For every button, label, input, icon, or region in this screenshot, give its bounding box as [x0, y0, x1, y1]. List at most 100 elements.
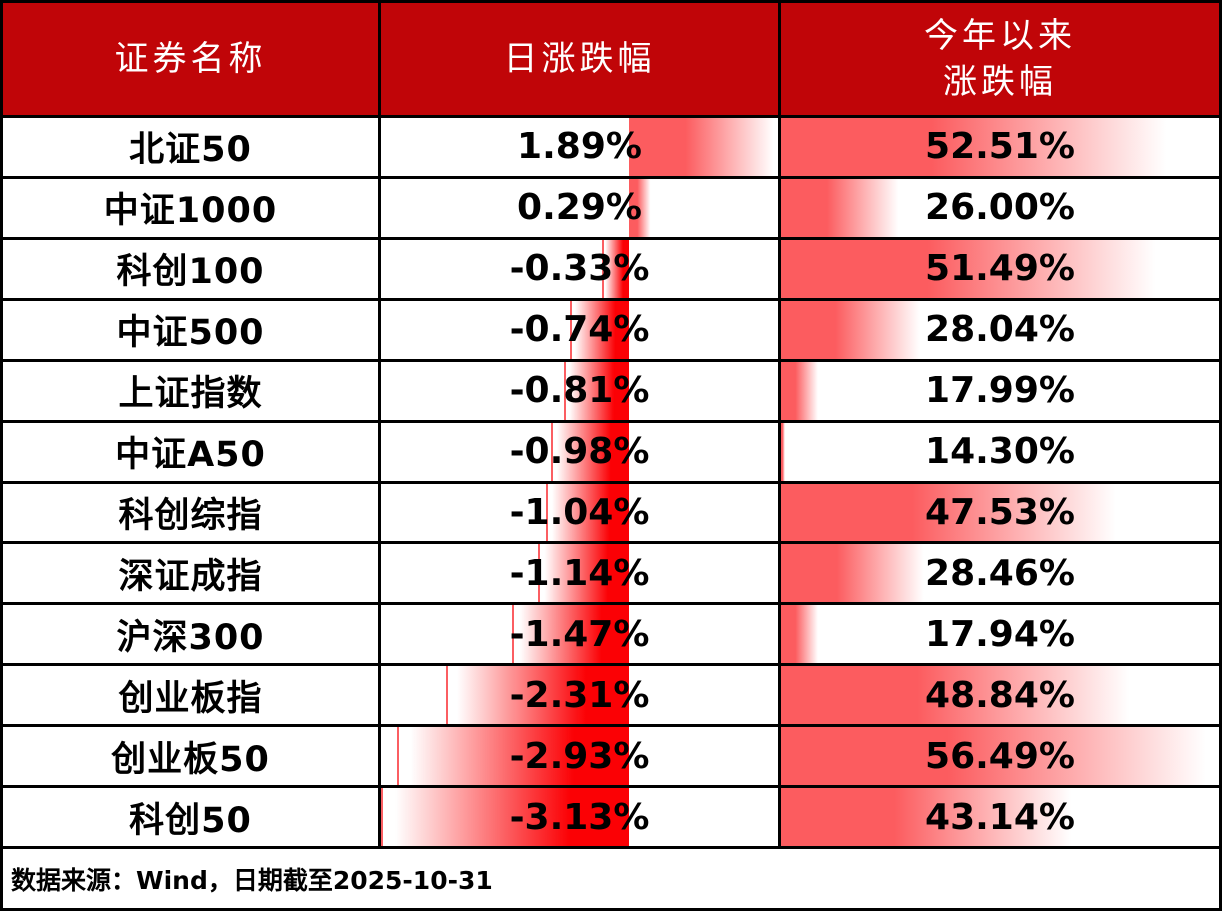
header-daily-change-label: 日涨跌幅: [503, 39, 656, 79]
ytd-change-cell: 17.99%: [778, 361, 1219, 420]
ytd-change-cell: 56.49%: [778, 727, 1219, 786]
ytd-change-bar: [781, 727, 1219, 786]
security-name: 深证成指: [118, 556, 263, 597]
security-name-cell: 中证500: [3, 301, 378, 359]
ytd-change-bar: [781, 118, 1178, 176]
security-name: 中证A50: [115, 435, 266, 476]
ytd-change-bar: [781, 178, 903, 237]
table-row: 中证A50 -0.98% 14.30%: [3, 419, 1219, 481]
ytd-change-bar: [781, 300, 924, 359]
daily-change-bar: [628, 118, 778, 176]
ytd-change-cell: 26.00%: [778, 178, 1219, 237]
header-ytd-change: 今年以来 涨跌幅: [778, 3, 1219, 115]
daily-change-cell: -0.74%: [378, 300, 778, 359]
header-ytd-change-label-line1: 今年以来: [924, 16, 1076, 56]
table-row: 深证成指 -1.14% 28.46%: [3, 541, 1219, 603]
ytd-change-bar: [781, 361, 820, 420]
table-row: 创业板50 -2.93% 56.49%: [3, 724, 1219, 786]
ytd-change-cell: 43.14%: [778, 788, 1219, 847]
ytd-change-value: 43.14%: [925, 796, 1075, 838]
ytd-change-value: 51.49%: [925, 248, 1075, 290]
daily-change-cell: 0.29%: [378, 178, 778, 237]
daily-change-cell: -0.81%: [378, 361, 778, 420]
daily-change-cell: -0.98%: [378, 422, 778, 481]
table-row: 科创50 -3.13% 43.14%: [3, 785, 1219, 847]
table-row: 创业板指 -2.31% 48.84%: [3, 663, 1219, 725]
security-name-cell: 中证1000: [3, 179, 378, 237]
daily-change-bar: [546, 483, 629, 542]
table-footer-row: 数据来源：Wind，日期截至2025-10-31: [3, 846, 1219, 908]
table-row: 中证1000 0.29% 26.00%: [3, 175, 1219, 237]
source-note: 数据来源：Wind，日期截至2025-10-31: [11, 865, 493, 895]
daily-change-bar: [538, 544, 629, 603]
daily-change-bar: [602, 239, 629, 298]
ytd-change-bar: [781, 239, 1168, 298]
table-row: 沪深300 -1.47% 17.94%: [3, 602, 1219, 664]
ytd-change-bar: [781, 483, 1126, 542]
header-ytd-change-label-line2: 涨跌幅: [943, 62, 1057, 102]
header-security-name: 证券名称: [3, 3, 378, 115]
table-row: 中证500 -0.74% 28.04%: [3, 297, 1219, 359]
ytd-change-cell: 28.46%: [778, 544, 1219, 603]
ytd-change-bar: [781, 666, 1140, 725]
daily-change-cell: -3.13%: [378, 788, 778, 847]
ytd-change-value: 14.30%: [925, 431, 1075, 473]
daily-change-cell: -1.47%: [378, 605, 778, 664]
ytd-change-cell: 48.84%: [778, 666, 1219, 725]
ytd-change-bar: [781, 422, 786, 481]
security-name: 科创50: [129, 800, 252, 841]
security-name: 中证500: [116, 313, 265, 354]
daily-change-cell: -1.14%: [378, 544, 778, 603]
security-name-cell: 沪深300: [3, 605, 378, 663]
daily-change-value: -0.81%: [509, 370, 650, 412]
daily-change-value: 1.89%: [517, 126, 642, 168]
daily-change-bar: [396, 727, 629, 786]
ytd-change-cell: 17.94%: [778, 605, 1219, 664]
ytd-change-bar: [781, 605, 819, 664]
daily-change-bar: [381, 788, 629, 847]
security-name: 科创100: [116, 252, 265, 293]
ytd-change-value: 47.53%: [925, 491, 1075, 533]
ytd-change-value: 56.49%: [925, 735, 1075, 777]
security-name: 北证50: [129, 130, 252, 171]
security-name: 科创综指: [118, 495, 263, 536]
ytd-change-cell: 28.04%: [778, 300, 1219, 359]
security-name: 上证指数: [118, 374, 263, 415]
security-name-cell: 科创100: [3, 240, 378, 298]
header-security-name-label: 证券名称: [114, 39, 267, 79]
ytd-change-value: 26.00%: [925, 187, 1075, 229]
daily-change-bar: [551, 422, 629, 481]
daily-change-value: -1.14%: [509, 552, 650, 594]
table-row: 上证指数 -0.81% 17.99%: [3, 358, 1219, 420]
ytd-change-value: 28.04%: [925, 309, 1075, 351]
daily-change-value: -2.31%: [509, 674, 650, 716]
daily-change-value: 0.29%: [517, 187, 642, 229]
security-name: 创业板50: [111, 739, 270, 780]
table-header-row: 证券名称 日涨跌幅 今年以来 涨跌幅: [3, 3, 1219, 115]
header-daily-change: 日涨跌幅: [378, 3, 778, 115]
daily-change-bar: [445, 666, 629, 725]
security-name-cell: 中证A50: [3, 423, 378, 481]
ytd-change-cell: 47.53%: [778, 483, 1219, 542]
ytd-change-value: 17.94%: [925, 613, 1075, 655]
ytd-change-cell: 14.30%: [778, 422, 1219, 481]
daily-change-value: -3.13%: [509, 796, 650, 838]
daily-change-value: -1.04%: [509, 491, 650, 533]
security-name-cell: 科创50: [3, 788, 378, 846]
daily-change-value: -0.74%: [509, 309, 650, 351]
daily-change-value: -1.47%: [509, 613, 650, 655]
security-name: 沪深300: [116, 617, 265, 658]
daily-change-bar: [570, 300, 629, 359]
table-row: 科创100 -0.33% 51.49%: [3, 236, 1219, 298]
security-name: 创业板指: [118, 678, 263, 719]
security-name-cell: 创业板指: [3, 666, 378, 724]
daily-change-cell: -2.31%: [378, 666, 778, 725]
daily-change-cell: -1.04%: [378, 483, 778, 542]
daily-change-cell: -0.33%: [378, 239, 778, 298]
daily-change-bar: [628, 178, 652, 237]
daily-change-cell: -2.93%: [378, 727, 778, 786]
table-row: 北证50 1.89% 52.51%: [3, 115, 1219, 176]
security-name: 中证1000: [103, 191, 278, 232]
